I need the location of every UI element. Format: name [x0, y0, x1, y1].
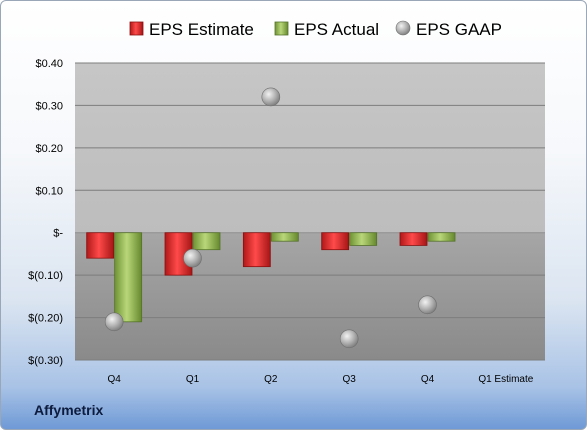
x-tick-label: Q4	[421, 374, 435, 385]
legend-swatch-eps-actual	[274, 21, 289, 36]
eps-gaap-point	[418, 295, 437, 315]
eps-gaap-point	[183, 248, 202, 268]
x-tick-label: Q2	[264, 374, 278, 385]
y-tick-label: $0.10	[35, 185, 63, 197]
y-tick-label: $0.40	[35, 58, 63, 70]
eps-gaap-point	[339, 329, 359, 349]
eps-estimate-bar	[242, 232, 271, 268]
x-tick-label: Q4	[107, 374, 121, 385]
eps-estimate-bar	[86, 232, 115, 259]
y-tick-label: $(0.10)	[28, 270, 63, 282]
eps-gaap-point	[104, 312, 124, 332]
legend-swatch-eps-gaap	[395, 20, 411, 36]
eps-actual-bar	[114, 232, 143, 323]
legend-swatch-eps-estimate	[129, 21, 144, 36]
eps-estimate-bar	[321, 232, 350, 251]
legend-label: EPS Actual	[294, 20, 379, 39]
x-tick-label: Q1 Estimate	[478, 374, 533, 385]
eps-actual-bar	[427, 232, 456, 242]
y-tick-label: $(0.20)	[28, 313, 63, 325]
plot-area-negative	[75, 232, 545, 360]
y-tick-label: $0.30	[35, 100, 63, 112]
y-tick-label: $0.20	[35, 143, 63, 155]
company-name: Affymetrix	[34, 402, 104, 418]
eps-actual-bar	[192, 232, 221, 251]
eps-actual-bar	[349, 232, 378, 246]
y-tick-label: $(0.30)	[28, 355, 63, 367]
x-tick-label: Q3	[342, 374, 356, 385]
eps-gaap-point	[261, 87, 281, 107]
legend-label: EPS GAAP	[416, 20, 502, 39]
eps-actual-bar	[270, 232, 299, 242]
y-tick-label: $-	[53, 228, 63, 240]
legend-label: EPS Estimate	[149, 20, 254, 39]
eps-estimate-bar	[399, 232, 428, 246]
x-tick-label: Q1	[186, 374, 200, 385]
